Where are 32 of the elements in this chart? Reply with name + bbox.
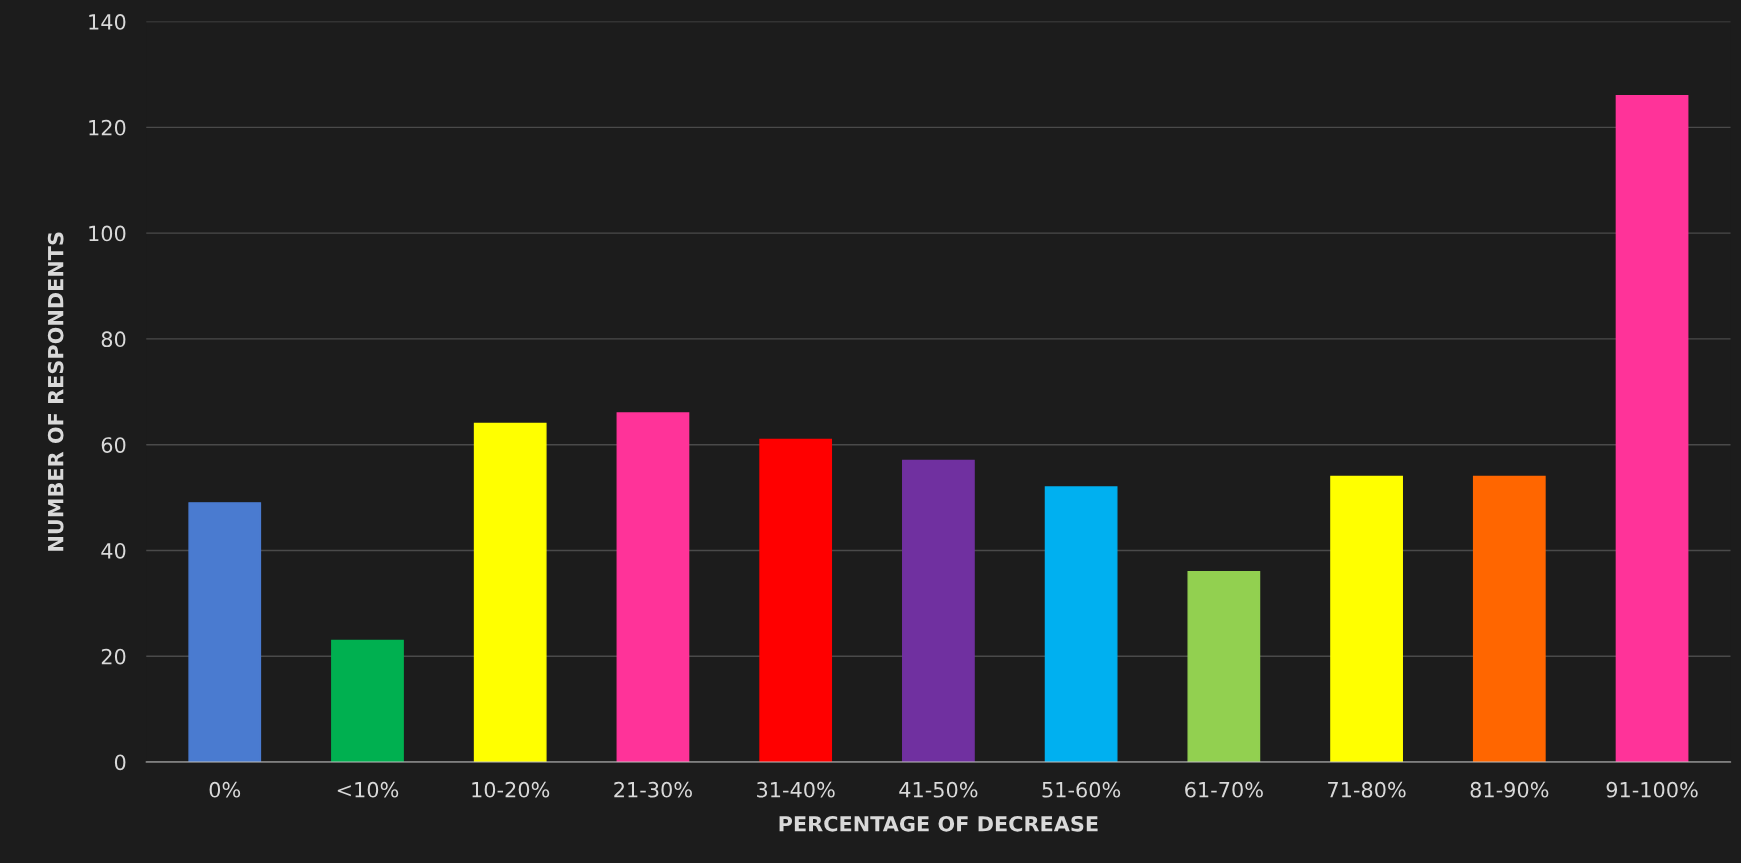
x-tick-label: 81-90% [1470, 781, 1549, 798]
bar [1330, 475, 1403, 763]
x-tick-label: 51-60% [1042, 781, 1121, 798]
y-tick-label: 100 [89, 225, 126, 242]
bar [1187, 570, 1261, 763]
y-tick-label: 120 [89, 119, 126, 136]
bar [188, 502, 262, 763]
x-tick-label: 21-30% [614, 781, 692, 798]
bar [473, 422, 547, 763]
y-tick-label: 80 [101, 331, 126, 348]
bar [1472, 475, 1546, 763]
x-tick-label: 41-50% [899, 781, 978, 798]
x-tick-label: 10-20% [472, 781, 550, 798]
bar [616, 412, 690, 763]
x-tick-label: 0% [209, 781, 241, 798]
y-tick-label: 60 [101, 437, 126, 453]
bar [1044, 486, 1118, 763]
bar [902, 459, 975, 763]
y-tick-label: 0 [114, 754, 126, 771]
bar [1615, 94, 1689, 763]
bar [331, 639, 404, 763]
x-tick-label: 31-40% [757, 781, 835, 798]
y-tick-label: 20 [101, 648, 126, 665]
x-axis-title: PERCENTAGE OF DECREASE [779, 815, 1098, 832]
x-tick-label: <10% [337, 781, 399, 798]
x-tick-label: 71-80% [1328, 781, 1406, 798]
bar [759, 438, 833, 763]
x-tick-label: 91-100% [1606, 781, 1698, 798]
y-axis-title: NUMBER OF RESPONDENTS [47, 232, 64, 551]
y-tick-label: 140 [89, 14, 126, 30]
y-tick-label: 40 [101, 542, 126, 559]
x-tick-label: 61-70% [1185, 781, 1263, 798]
